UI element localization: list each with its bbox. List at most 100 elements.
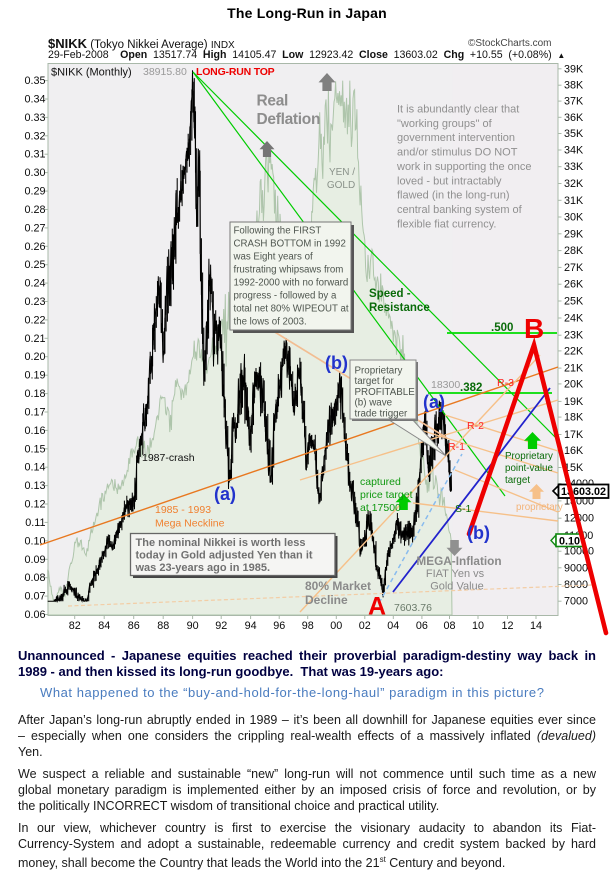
svg-text:39K: 39K (564, 63, 584, 75)
svg-text:Proprietary: Proprietary (355, 366, 403, 377)
svg-text:04: 04 (387, 620, 399, 632)
svg-text:28K: 28K (564, 245, 584, 257)
svg-text:0.27: 0.27 (24, 222, 45, 234)
svg-text:work in supporting the once: work in supporting the once (396, 161, 532, 173)
svg-text:0.35: 0.35 (24, 75, 45, 87)
svg-text:0.18: 0.18 (24, 388, 45, 400)
svg-text:(b): (b) (325, 353, 348, 373)
svg-text:23K: 23K (564, 330, 584, 342)
svg-text:0.21: 0.21 (24, 333, 45, 345)
svg-text:0.10: 0.10 (24, 535, 45, 547)
svg-text:R-1: R-1 (448, 441, 465, 453)
svg-text:17K: 17K (564, 429, 584, 441)
svg-text:0.34: 0.34 (24, 94, 45, 106)
svg-text:0.19: 0.19 (24, 370, 45, 382)
svg-text:flexible fiat currency.: flexible fiat currency. (397, 218, 496, 230)
svg-text:and/or stimulus DO NOT: and/or stimulus DO NOT (397, 147, 518, 159)
svg-text:37K: 37K (564, 96, 584, 108)
svg-text:31K: 31K (564, 195, 584, 207)
svg-text:frustrating whipsaws from: frustrating whipsaws from (234, 265, 344, 276)
svg-text:24K: 24K (564, 313, 584, 325)
svg-text:$NIKK (Monthly): $NIKK (Monthly) (51, 67, 132, 79)
svg-text:0.33: 0.33 (24, 112, 45, 124)
svg-text:0.14: 0.14 (24, 462, 45, 474)
svg-text:0.20: 0.20 (24, 351, 45, 363)
svg-text:33K: 33K (564, 161, 584, 173)
svg-text:the lows of 2003.: the lows of 2003. (234, 317, 307, 328)
svg-text:35K: 35K (564, 128, 584, 140)
svg-text:96: 96 (273, 620, 285, 632)
svg-text:Deflation: Deflation (257, 111, 321, 128)
svg-text:0.22: 0.22 (24, 314, 45, 326)
svg-text:government intervention: government intervention (397, 132, 515, 144)
svg-text:0.30: 0.30 (24, 167, 45, 179)
svg-text:02: 02 (359, 620, 371, 632)
svg-text:21K: 21K (564, 363, 584, 375)
svg-text:15K: 15K (564, 462, 584, 474)
svg-text:0.28: 0.28 (24, 204, 45, 216)
svg-text:7603.76: 7603.76 (394, 602, 432, 614)
svg-text:06: 06 (416, 620, 428, 632)
svg-text:25K: 25K (564, 296, 584, 308)
svg-text:Resistance: Resistance (369, 302, 430, 314)
svg-text:0.24: 0.24 (24, 278, 45, 290)
svg-text:FIAT Yen vs: FIAT Yen vs (426, 568, 485, 580)
svg-text:0.29: 0.29 (24, 186, 45, 198)
svg-text:0.11: 0.11 (25, 517, 45, 529)
svg-text:30K: 30K (564, 212, 584, 224)
svg-text:1985 - 1993: 1985 - 1993 (155, 504, 211, 516)
svg-text:Proprietary: Proprietary (505, 451, 553, 462)
svg-text:target: target (505, 475, 530, 486)
svg-text:was 23-years ago in 1985.: was 23-years ago in 1985. (135, 562, 271, 574)
svg-text:94: 94 (245, 620, 257, 632)
svg-text:MEGA-Inflation: MEGA-Inflation (416, 554, 501, 568)
svg-text:(a): (a) (214, 484, 236, 504)
svg-text:0.32: 0.32 (24, 130, 45, 142)
svg-text:(b): (b) (467, 523, 490, 543)
svg-text:7000: 7000 (564, 596, 588, 608)
svg-text:38K: 38K (564, 80, 584, 92)
svg-text:38915.80: 38915.80 (143, 66, 187, 78)
svg-text:0.09: 0.09 (24, 554, 45, 566)
svg-text:total net 80% WIPEOUT at: total net 80% WIPEOUT at (234, 304, 349, 315)
svg-text:price target: price target (360, 489, 413, 501)
svg-text:at 17500: at 17500 (360, 502, 401, 514)
svg-text:82: 82 (69, 620, 81, 632)
svg-text:0.25: 0.25 (24, 259, 45, 271)
svg-text:1987-crash: 1987-crash (142, 452, 195, 464)
svg-text:progress - followed by a: progress - followed by a (234, 291, 337, 302)
svg-text:19K: 19K (564, 396, 584, 408)
svg-text:proprietary: proprietary (516, 502, 563, 513)
svg-text:0.07: 0.07 (24, 591, 45, 603)
svg-text:0.13: 0.13 (24, 480, 45, 492)
svg-text:flawed (in the long-run): flawed (in the long-run) (397, 190, 510, 202)
svg-text:Gold Value: Gold Value (430, 581, 484, 593)
svg-text:Speed -: Speed - (369, 288, 411, 300)
svg-text:The nominal Nikkei is worth le: The nominal Nikkei is worth less (136, 537, 306, 549)
svg-text:PROFITABLE: PROFITABLE (355, 387, 416, 398)
svg-text:9000: 9000 (564, 562, 588, 574)
svg-text:A: A (368, 593, 386, 621)
svg-text:.382: .382 (460, 382, 482, 394)
svg-text:"working groups" of: "working groups" of (397, 118, 493, 130)
svg-text:(b) wave: (b) wave (355, 398, 393, 409)
svg-text:98: 98 (302, 620, 314, 632)
svg-text:84: 84 (98, 620, 110, 632)
svg-text:0.26: 0.26 (24, 241, 45, 253)
svg-text:0.08: 0.08 (24, 572, 45, 584)
svg-text:32K: 32K (564, 178, 584, 190)
svg-text:.500: .500 (491, 322, 513, 334)
svg-text:12: 12 (501, 620, 513, 632)
svg-text:29K: 29K (564, 228, 584, 240)
svg-text:22K: 22K (564, 345, 584, 357)
svg-text:86: 86 (128, 620, 140, 632)
svg-text:YEN /: YEN / (329, 167, 355, 178)
svg-text:10000: 10000 (564, 546, 594, 558)
svg-text:90: 90 (187, 620, 199, 632)
svg-text:08: 08 (443, 620, 455, 632)
svg-text:0.17: 0.17 (24, 407, 45, 419)
svg-text:80% Market: 80% Market (305, 579, 371, 593)
svg-text:0.23: 0.23 (24, 296, 45, 308)
svg-text:captured: captured (360, 476, 401, 488)
svg-text:0.31: 0.31 (24, 149, 45, 161)
